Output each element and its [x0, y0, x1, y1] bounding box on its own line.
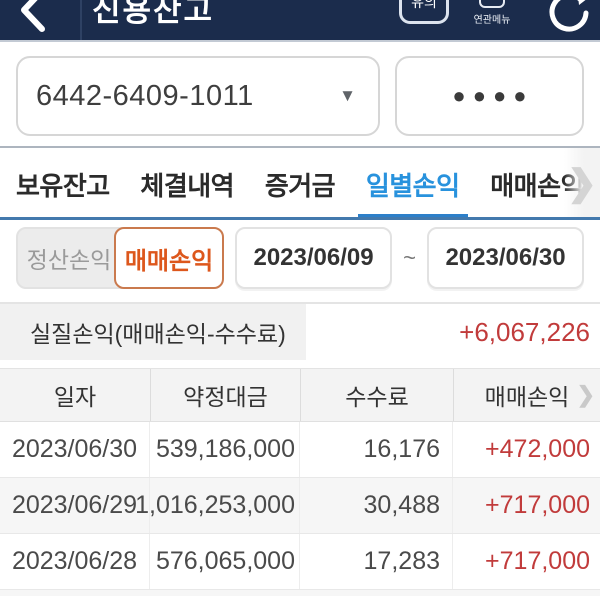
back-button[interactable] — [8, 0, 56, 40]
tab-holdings[interactable]: 보유잔고 — [16, 170, 110, 201]
cell-contract-amount: 539,186,000 — [150, 422, 300, 477]
password-field[interactable]: ●●●● — [395, 56, 584, 136]
cell-trading-pnl: +717,000 — [485, 491, 590, 519]
cell-fee: 16,176 — [300, 422, 453, 477]
net-pnl-value: +6,067,226 — [459, 316, 590, 347]
tab-daily-pnl[interactable]: 일별손익 — [357, 148, 468, 220]
more-tabs-chevron-icon[interactable]: ❯ — [564, 148, 600, 217]
filter-row: 정산손익 매매손익 2023/06/09 ~ 2023/06/30 — [0, 220, 600, 296]
cell-trading-pnl: +717,000 — [485, 547, 590, 575]
table-row[interactable]: 2023/06/28 576,065,000 17,283 +717,000 — [0, 534, 600, 590]
header-divider — [80, 0, 82, 40]
net-pnl-summary: 실질손익(매매손익-수수료) +6,067,226 — [0, 302, 600, 360]
cell-contract-amount: 1,016,253,000 — [135, 478, 300, 533]
related-menu-button[interactable]: 연관메뉴 — [460, 0, 524, 26]
cell-trading-pnl: +472,000 — [485, 435, 590, 463]
tabbar-baseline — [0, 217, 600, 220]
table-row[interactable]: 2023/06/30 539,186,000 16,176 +472,000 — [0, 422, 600, 478]
column-header-trading-pnl[interactable]: 매매손익 — [453, 369, 600, 421]
segment-trading-pnl[interactable]: 매매손익 — [114, 227, 224, 289]
date-to-input[interactable]: 2023/06/30 — [427, 227, 584, 289]
table-row[interactable]: 2023/06/29 1,016,253,000 30,488 +717,000 — [0, 478, 600, 534]
pnl-type-segmented-control: 정산손익 매매손익 — [16, 227, 224, 289]
date-from-input[interactable]: 2023/06/09 — [235, 227, 393, 289]
net-pnl-label: 실질손익(매매손익-수수료) — [0, 304, 306, 360]
tab-bar: 보유잔고 체결내역 증거금 일별손익 매매손익 ❯ — [0, 148, 600, 220]
table-header: 일자 약정대금 수수료 매매손익 ❯ — [0, 368, 600, 422]
notice-button[interactable]: 유의 — [399, 0, 449, 24]
account-number: 6442-6409-1011 — [36, 79, 254, 112]
column-header-date[interactable]: 일자 — [53, 384, 97, 410]
refresh-button[interactable] — [546, 0, 592, 39]
tab-margin[interactable]: 증거금 — [264, 170, 336, 201]
segment-settlement-pnl[interactable]: 정산손익 — [16, 227, 122, 289]
cell-fee: 17,283 — [300, 534, 453, 589]
app-header: 신용잔고 유의 연관메뉴 — [0, 0, 600, 42]
cell-date: 2023/06/28 — [0, 534, 150, 589]
column-header-fee[interactable]: 수수료 — [300, 369, 453, 421]
date-range-separator: ~ — [403, 245, 416, 270]
cell-date: 2023/06/30 — [0, 422, 150, 477]
notice-button-label: 유의 — [411, 0, 437, 10]
cell-fee: 30,488 — [300, 478, 453, 533]
account-select[interactable]: 6442-6409-1011 ▼ — [16, 56, 380, 136]
page-title: 신용잔고 — [92, 0, 215, 28]
more-columns-chevron-icon[interactable]: ❯ — [576, 382, 595, 407]
related-menu-label: 연관메뉴 — [473, 15, 511, 26]
refresh-icon — [549, 0, 589, 32]
password-dots: ●●●● — [452, 83, 534, 108]
cell-date: 2023/06/29 — [0, 478, 150, 533]
cell-contract-amount: 576,065,000 — [150, 534, 300, 589]
related-menu-icon — [479, 0, 505, 8]
tab-executions[interactable]: 체결내역 — [140, 170, 235, 201]
back-chevron-icon — [21, 0, 45, 32]
column-header-contract-amount[interactable]: 약정대금 — [150, 369, 300, 421]
table-row-partial — [0, 590, 600, 596]
account-section: 6442-6409-1011 ▼ ●●●● — [0, 42, 600, 148]
dropdown-arrow-icon: ▼ — [339, 86, 356, 105]
